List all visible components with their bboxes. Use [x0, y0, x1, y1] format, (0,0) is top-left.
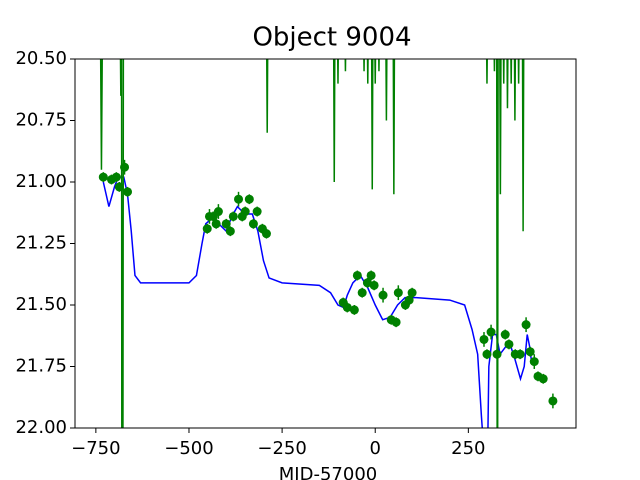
data-point — [352, 270, 362, 280]
data-point — [538, 374, 548, 384]
x-axis-label: MJD-57000 — [279, 464, 377, 480]
data-point — [369, 280, 379, 290]
data-point — [500, 330, 510, 340]
data-point — [515, 349, 525, 359]
data-point — [234, 194, 244, 204]
data-point — [479, 334, 489, 344]
data-point — [221, 219, 231, 229]
data-point — [366, 270, 376, 280]
data-point — [529, 357, 539, 367]
data-point — [244, 194, 254, 204]
series-line — [102, 176, 533, 428]
data-point — [225, 226, 235, 236]
plot-area — [98, 59, 558, 428]
data-point — [357, 288, 367, 298]
data-point — [393, 288, 403, 298]
data-point — [248, 219, 258, 229]
data-point — [349, 305, 359, 315]
data-point — [378, 290, 388, 300]
data-point — [504, 339, 514, 349]
data-point — [486, 327, 496, 337]
data-point — [123, 187, 133, 197]
data-point — [548, 396, 558, 406]
data-point — [240, 207, 250, 217]
data-point — [391, 317, 401, 327]
x-tick-label: 250 — [451, 438, 485, 459]
y-tick-label: 21.00 — [15, 171, 67, 192]
data-point — [98, 172, 108, 182]
y-tick-label: 21.50 — [15, 294, 67, 315]
x-tick-label: 0 — [370, 438, 381, 459]
y-tick-label: 21.25 — [15, 233, 67, 254]
data-point — [404, 295, 414, 305]
data-point — [521, 320, 531, 330]
y-tick-label: 20.50 — [15, 48, 67, 69]
data-point — [525, 347, 535, 357]
data-point — [261, 229, 271, 239]
y-tick-label: 20.75 — [15, 110, 67, 131]
y-tick-label: 21.75 — [15, 356, 67, 377]
data-point — [482, 349, 492, 359]
data-point — [228, 211, 238, 221]
data-point — [120, 162, 130, 172]
data-point — [252, 207, 262, 217]
x-tick-label: −750 — [71, 438, 120, 459]
data-point — [342, 302, 352, 312]
data-point — [407, 288, 417, 298]
data-point — [114, 182, 124, 192]
data-point — [111, 172, 121, 182]
data-point — [213, 207, 223, 217]
x-tick-label: −250 — [257, 438, 306, 459]
data-point — [211, 219, 221, 229]
data-point — [492, 349, 502, 359]
x-tick-label: −500 — [164, 438, 213, 459]
chart-title: Object 9004 — [252, 23, 411, 53]
y-tick-label: 22.00 — [15, 417, 67, 438]
data-point — [202, 224, 212, 234]
